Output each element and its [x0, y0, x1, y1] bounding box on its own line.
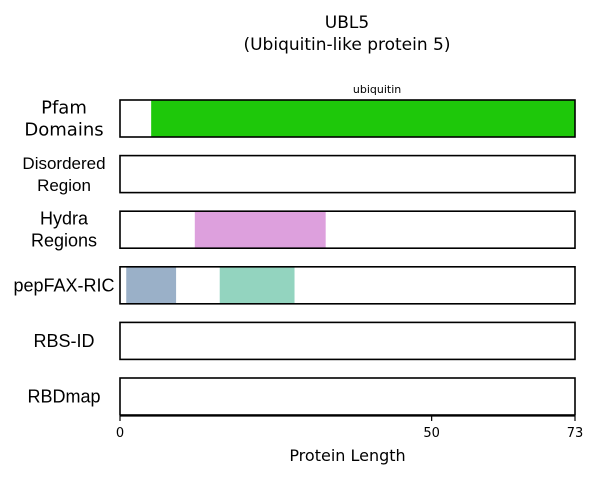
track-4: RBS-ID [33, 321, 576, 361]
figure-title-fullname: (Ubiquitin-like protein 5) [243, 35, 450, 55]
track-0-frame [119, 99, 576, 138]
track-1: Disordered Region [22, 154, 576, 195]
track-2-segment-0 [194, 211, 326, 249]
track-3-frame [119, 265, 576, 305]
track-label-4-line-0: RBS-ID [33, 331, 94, 351]
x-axis: 0 50 73 Protein Length [116, 415, 584, 465]
track-0-segment-0 [151, 100, 576, 137]
track-1-frame [119, 154, 576, 194]
track-label-1-line-1: Region [37, 176, 91, 195]
x-tick-label-2: 73 [567, 426, 584, 441]
x-tick-label-1: 50 [423, 426, 440, 441]
figure-title-name: UBL5 [325, 13, 369, 33]
track-label-5-line-0: RBDmap [27, 387, 100, 407]
track-2-frame [119, 210, 576, 249]
track-label-2-line-0: Hydra [40, 209, 89, 229]
track-3-segment-0 [126, 266, 177, 304]
x-tick-label-0: 0 [116, 426, 124, 441]
segment-label-0: ubiquitin [353, 83, 401, 96]
track-label-0-line-0: Pfam [41, 98, 87, 119]
track-label-3-line-0: pepFAX-RIC [13, 275, 114, 295]
track-label-1-line-0: Disordered [22, 154, 105, 173]
track-4-frame [119, 321, 576, 361]
track-5-frame [119, 377, 576, 416]
track-3: pepFAX-RIC [13, 265, 576, 305]
x-axis-label: Protein Length [289, 446, 405, 465]
track-5: RBDmap [27, 377, 576, 416]
track-label-2-line-1: Regions [31, 231, 97, 251]
track-label-0-line-1: Domains [24, 120, 103, 141]
track-3-segment-1 [219, 266, 295, 304]
